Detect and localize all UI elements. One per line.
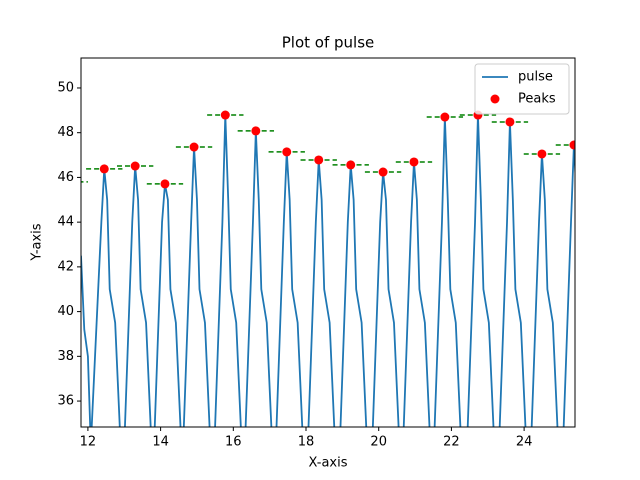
peak-marker <box>282 147 292 157</box>
x-tick-label: 12 <box>80 435 97 450</box>
y-tick-label: 38 <box>57 349 74 364</box>
peak-marker <box>569 140 575 150</box>
pulse-line <box>81 114 575 427</box>
x-tick-label: 24 <box>516 435 533 450</box>
y-tick-label: 44 <box>57 215 74 230</box>
y-tick-label: 46 <box>57 170 74 185</box>
peak-marker <box>99 164 109 174</box>
peak-marker <box>160 179 170 189</box>
peak-marker <box>189 142 199 152</box>
axes-frame <box>80 57 576 428</box>
peak-marker <box>314 155 324 165</box>
legend-label: Peaks <box>518 92 556 107</box>
x-tick-label: 20 <box>370 435 387 450</box>
plot-area <box>81 110 575 427</box>
x-axis-label: X-axis <box>309 456 348 471</box>
legend-marker <box>490 94 500 104</box>
x-tick-label: 22 <box>443 435 460 450</box>
peak-marker <box>505 117 515 127</box>
y-tick-label: 50 <box>57 80 74 95</box>
peak-marker <box>130 161 140 171</box>
x-tick-label: 18 <box>298 435 315 450</box>
peak-marker <box>537 149 547 159</box>
legend-label: pulse <box>518 70 553 85</box>
x-tick-label: 14 <box>152 435 169 450</box>
peak-marker <box>220 110 230 120</box>
y-tick-label: 48 <box>57 125 74 140</box>
peak-marker <box>346 160 356 170</box>
y-tick-label: 40 <box>57 304 74 319</box>
y-tick-label: 42 <box>57 259 74 274</box>
peak-marker <box>251 126 261 136</box>
x-tick-label: 16 <box>225 435 242 450</box>
y-axis-label: Y-axis <box>30 223 45 261</box>
peak-marker <box>440 112 450 122</box>
y-tick-label: 36 <box>57 394 74 409</box>
chart-title: Plot of pulse <box>282 34 375 52</box>
peak-marker <box>378 167 388 177</box>
peak-marker <box>409 157 419 167</box>
